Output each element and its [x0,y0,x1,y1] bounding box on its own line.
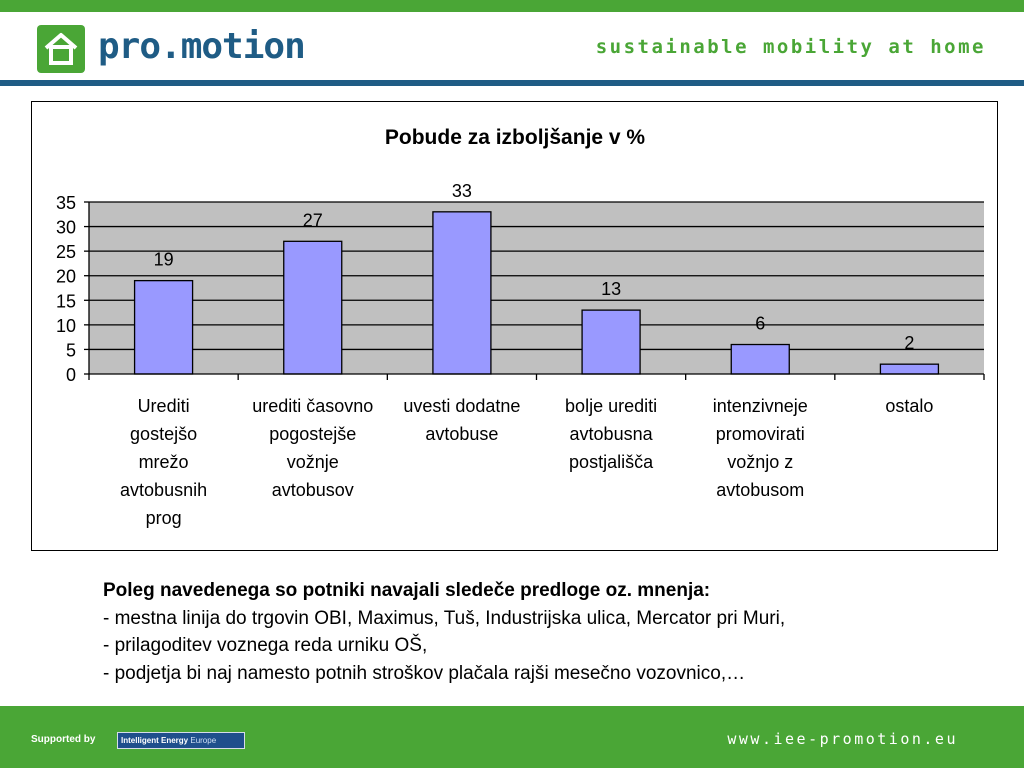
bar-chart: Pobude za izboljšanje v % 0 5 10 15 20 25 30 35… [56,126,985,528]
bar [133,279,194,375]
bar-value-label: 2 [904,333,914,353]
plot-area [89,202,984,374]
bar-value-label: 19 [154,250,174,270]
bar-value-label: 13 [601,279,621,299]
bar [730,343,790,375]
category-label: urediti časovno [252,396,373,416]
bar-value-label: 33 [452,181,472,201]
category-label: vožnje [287,452,339,472]
bar [581,309,641,375]
category-label: avtobuse [425,424,498,444]
notes-line: - podjetja bi naj namesto potnih stroško… [103,662,746,684]
logo-text: pro.motion [98,26,306,67]
bar-value-label: 6 [755,314,765,334]
header: pro.motion sustainable mobility at home [0,12,1024,80]
category-label: avtobusnih [120,480,207,500]
chart-title: Pobude za izboljšanje v % [385,126,646,149]
y-tick-label: 15 [56,291,76,311]
category-label: uvesti dodatne [403,396,520,416]
notes-line: - mestna linija do trgovin OBI, Maximus,… [103,607,786,629]
website-link[interactable]: www.iee-promotion.eu [727,730,958,748]
iee-logo-europe: Europe [190,736,217,745]
chart-frame: Pobude za izboljšanje v % 0 5 10 15 20 25 30 35… [31,101,998,551]
y-tick-label: 0 [66,365,76,385]
category-label: prog [146,508,182,528]
tagline: sustainable mobility at home [595,36,986,58]
y-tick-label: 30 [56,218,76,238]
category-label: pogostejše [269,424,356,444]
intelligent-energy-europe-logo[interactable]: Intelligent Energy Europe [117,732,245,749]
category-label: avtobusna [570,424,654,444]
category-label: ostalo [885,396,933,416]
category-label: gostejšo [130,424,197,444]
y-tick-label: 5 [66,340,76,360]
category-label: mrežo [139,452,189,472]
category-label: promovirati [716,424,805,444]
category-label: intenzivneje [713,396,808,416]
iee-logo-text: Intelligent Energy [121,736,189,745]
y-tick-label: 20 [56,267,76,287]
category-label: vožnjo z [727,452,793,472]
bar-value-label: 27 [303,210,323,230]
category-label: postjališča [569,452,654,472]
bar [432,211,492,375]
bar [283,240,343,375]
y-tick-label: 10 [56,316,76,336]
notes-heading: Poleg navedenega so potniki navajali sle… [103,580,711,601]
top-green-band [0,0,1024,12]
category-label: avtobusov [272,480,354,500]
category-label: avtobusom [716,480,804,500]
house-logo-icon [37,25,85,73]
notes-block: Poleg navedenega so potniki navajali sle… [103,577,983,687]
y-tick-label: 35 [56,193,76,213]
header-divider [0,80,1024,86]
footer: Supported by Intelligent Energy Europe w… [0,706,1024,768]
bar [879,363,940,375]
notes-line: - prilagoditev voznega reda urniku OŠ, [103,635,428,656]
category-label: Urediti [138,396,190,416]
y-tick-label: 25 [56,242,76,262]
supported-by-label: Supported by [31,734,96,745]
category-label: bolje urediti [565,396,657,416]
